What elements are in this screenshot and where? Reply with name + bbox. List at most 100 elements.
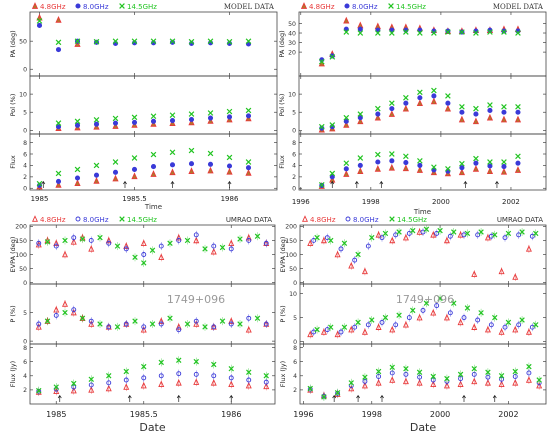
data-point [515, 153, 521, 160]
y-axis-label: Flux (Jy) [9, 361, 17, 387]
data-point [487, 102, 493, 108]
data-point [423, 300, 430, 306]
data-point [361, 267, 368, 275]
data-point [512, 368, 518, 375]
data-point [169, 118, 176, 124]
y-tick-label: 0 [23, 186, 27, 193]
data-point [88, 376, 94, 383]
series-14.5GHz [55, 107, 252, 126]
data-point [112, 115, 119, 122]
y-tick-label: 5 [293, 315, 297, 322]
data-point [478, 310, 484, 316]
x-axis-label: Time [144, 203, 162, 211]
data-point [430, 309, 437, 316]
data-point [176, 371, 182, 377]
data-point [417, 158, 423, 164]
data-point [245, 107, 252, 114]
data-point [525, 376, 532, 383]
data-point [403, 100, 409, 106]
series-14.5GHz [36, 356, 269, 395]
data-point [502, 235, 508, 241]
data-point [430, 97, 437, 105]
data-point [423, 226, 430, 232]
y-tick-label: 10 [288, 91, 296, 98]
data-point [245, 381, 252, 389]
data-point [375, 379, 382, 386]
data-point [114, 324, 121, 330]
data-point [443, 381, 450, 389]
data-point [417, 162, 423, 168]
data-point [348, 325, 355, 333]
legend-label: 8.0GHz [352, 3, 378, 11]
data-point [459, 165, 465, 171]
data-point [329, 170, 336, 177]
data-point [410, 227, 416, 234]
data-point [254, 233, 261, 239]
data-point [131, 172, 138, 180]
data-point [488, 322, 494, 328]
data-point [245, 165, 252, 171]
data-point [106, 373, 112, 379]
data-point [526, 363, 532, 370]
data-point [443, 313, 450, 321]
data-point [459, 103, 465, 110]
data-point [169, 168, 176, 176]
series-8.0GHz [36, 369, 269, 396]
data-point [388, 110, 395, 117]
data-point [131, 166, 138, 172]
x-tick-label: 1985 [46, 410, 66, 419]
data-point [226, 38, 233, 45]
data-point [106, 380, 112, 386]
data-point [70, 386, 77, 394]
data-point [211, 361, 217, 368]
data-point [207, 161, 214, 167]
data-point [79, 315, 86, 322]
data-point [211, 324, 217, 330]
data-point [501, 159, 507, 165]
data-point [320, 328, 327, 335]
data-point [374, 164, 381, 172]
series-8.0GHz [311, 228, 535, 265]
data-point [334, 389, 341, 396]
legend-marker [301, 215, 309, 222]
y-tick-label: 4 [293, 373, 297, 380]
data-point [93, 172, 100, 178]
data-point [501, 103, 507, 110]
data-point [228, 321, 234, 327]
y-tick-label: 100 [285, 252, 297, 259]
y-tick-label: 4 [23, 163, 27, 170]
legend-label: 4.8GHz [40, 3, 66, 11]
data-point [352, 257, 358, 263]
series-8.0GHz [55, 113, 252, 130]
data-point [228, 365, 234, 372]
data-point [207, 150, 214, 157]
y-tick-label: 200 [285, 224, 297, 231]
series-14.5GHz [318, 87, 521, 130]
y-axis-label: EVPA (deg) [9, 237, 17, 273]
data-point [71, 235, 77, 241]
legend-entry: 4.8GHz [31, 215, 66, 224]
data-point [484, 325, 491, 333]
legend-label: 14.5GHz [127, 3, 157, 11]
x-tick-label: 1985 [31, 195, 49, 203]
y-tick-label: 50 [289, 266, 297, 273]
data-point [526, 370, 532, 376]
data-point [365, 243, 371, 249]
legend-label: 8.0GHz [83, 3, 109, 11]
data-point [375, 105, 381, 112]
data-point [307, 385, 313, 392]
series-14.5GHz [44, 308, 261, 331]
data-point [475, 232, 481, 238]
data-point [55, 124, 62, 130]
epoch-arrow [354, 180, 359, 188]
data-point [512, 325, 519, 333]
epoch-arrow [463, 180, 468, 188]
data-point [158, 253, 165, 261]
data-point [443, 236, 450, 244]
epoch-arrow [170, 180, 175, 188]
data-point [365, 322, 371, 328]
panel-frame [29, 224, 276, 285]
data-point [484, 379, 491, 386]
data-point [150, 151, 157, 158]
